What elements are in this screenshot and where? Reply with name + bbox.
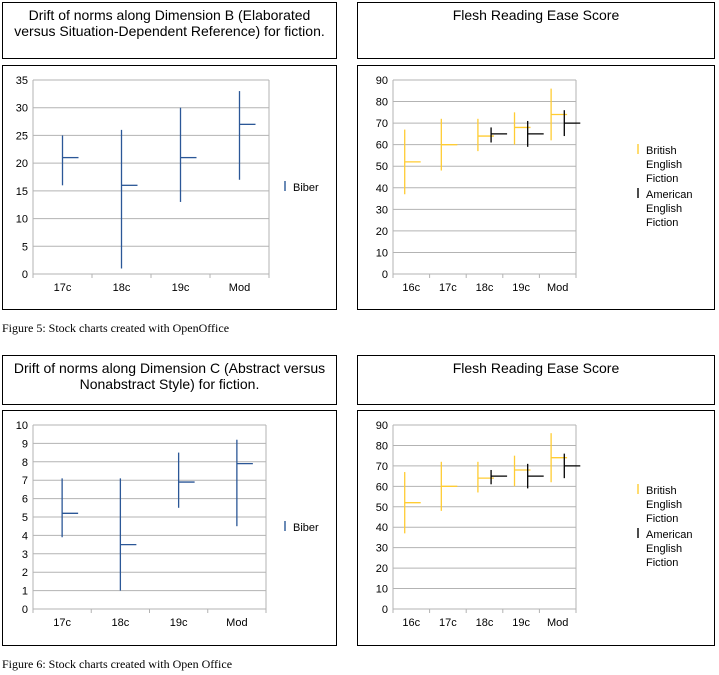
y-tick-label: 35 <box>16 75 28 87</box>
chart3-title-box: Drift of norms along Dimension C (Abstra… <box>2 355 337 405</box>
chart1-title: Drift of norms along Dimension B (Elabor… <box>14 7 325 39</box>
x-tick-label: 16c <box>402 282 420 294</box>
y-tick-label: 10 <box>376 247 388 259</box>
legend-label: American <box>646 529 692 541</box>
y-tick-label: 1 <box>22 586 28 598</box>
y-tick-label: 0 <box>22 269 28 281</box>
y-tick-label: 30 <box>16 103 28 115</box>
chart1-title-box: Drift of norms along Dimension B (Elabor… <box>2 2 337 59</box>
y-tick-label: 0 <box>382 269 388 281</box>
x-tick-label: 18c <box>476 617 494 629</box>
figure5-caption: Figure 5: Stock charts created with Open… <box>2 321 230 335</box>
y-tick-label: 50 <box>376 502 388 514</box>
chart2-svg: 0 10 20 30 40 50 60 70 80 90 16c 17c 18c 19c Mod Britis… <box>376 75 693 294</box>
y-tick-label: 30 <box>376 543 388 555</box>
x-tick-label: 17c <box>54 282 72 294</box>
chart1-svg: 0 5 10 15 20 25 30 35 17c 18c 19c Mod Biber <box>16 75 319 294</box>
y-tick-label: 30 <box>376 204 388 216</box>
x-tick-label: 18c <box>112 617 130 629</box>
x-tick-label: 18c <box>113 282 131 294</box>
chart1-plot-box: 0 5 10 15 20 25 30 35 17c 18c 19c Mod Biber <box>2 65 337 310</box>
y-tick-label: 40 <box>376 522 388 534</box>
y-tick-label: 70 <box>376 118 388 130</box>
y-tick-label: 5 <box>22 512 28 524</box>
y-tick-label: 70 <box>376 461 388 473</box>
legend-label: British <box>646 145 677 157</box>
x-tick-label: 19c <box>512 282 530 294</box>
y-tick-label: 20 <box>16 158 28 170</box>
y-tick-label: 40 <box>376 183 388 195</box>
y-tick-label: 90 <box>376 75 388 87</box>
y-tick-label: 90 <box>376 420 388 432</box>
legend-label: Fiction <box>646 173 678 185</box>
chart2-title: Flesh Reading Ease Score <box>452 7 620 23</box>
y-tick-label: 0 <box>382 604 388 616</box>
y-tick-label: 80 <box>376 97 388 109</box>
chart3-svg: 0 1 2 3 4 5 6 7 8 9 10 17c 18c 19c Mod Biber <box>16 420 319 629</box>
y-tick-label: 10 <box>16 420 28 432</box>
x-tick-label: Mod <box>226 617 247 629</box>
legend-label: English <box>646 543 682 555</box>
y-tick-label: 10 <box>16 214 28 226</box>
legend-label: English <box>646 499 682 511</box>
y-tick-label: 60 <box>376 481 388 493</box>
legend-label: British <box>646 485 677 497</box>
chart4-title: Flesh Reading Ease Score <box>452 360 620 376</box>
x-tick-label: 18c <box>476 282 494 294</box>
y-tick-label: 20 <box>376 563 388 575</box>
legend-label: Fiction <box>646 513 678 525</box>
chart4-svg: 0 10 20 30 40 50 60 70 80 90 16c 17c 18c 19c Mod Britis… <box>376 420 693 629</box>
x-tick-label: Mod <box>229 282 250 294</box>
x-tick-label: 19c <box>170 617 188 629</box>
legend-label: American <box>646 189 692 201</box>
chart2-plot-box: 0 10 20 30 40 50 60 70 80 90 16c 17c 18c 19c Mod Britis… <box>357 65 715 310</box>
x-tick-label: Mod <box>547 282 568 294</box>
legend-label: Biber <box>293 522 319 534</box>
legend-label: English <box>646 203 682 215</box>
x-tick-label: 17c <box>439 617 457 629</box>
chart2-title-box: Flesh Reading Ease Score <box>357 2 715 59</box>
y-tick-label: 2 <box>22 567 28 579</box>
chart3-plot-box: 0 1 2 3 4 5 6 7 8 9 10 17c 18c 19c Mod Biber <box>2 410 337 646</box>
y-tick-label: 60 <box>376 140 388 152</box>
legend-label: Fiction <box>646 217 678 229</box>
y-tick-label: 7 <box>22 475 28 487</box>
legend-label: Fiction <box>646 557 678 569</box>
chart4-title-box: Flesh Reading Ease Score <box>357 355 715 405</box>
y-tick-label: 6 <box>22 494 28 506</box>
y-tick-label: 8 <box>22 457 28 469</box>
x-tick-label: 19c <box>512 617 530 629</box>
y-tick-label: 3 <box>22 549 28 561</box>
y-tick-label: 25 <box>16 130 28 142</box>
y-tick-label: 4 <box>22 530 28 542</box>
y-tick-label: 15 <box>16 186 28 198</box>
y-tick-label: 50 <box>376 161 388 173</box>
y-tick-label: 5 <box>22 241 28 253</box>
x-tick-label: 16c <box>402 617 420 629</box>
x-tick-label: Mod <box>547 617 568 629</box>
y-tick-label: 80 <box>376 440 388 452</box>
y-tick-label: 0 <box>22 604 28 616</box>
chart4-plot-box: 0 10 20 30 40 50 60 70 80 90 16c 17c 18c 19c Mod Britis… <box>357 410 715 646</box>
y-tick-label: 9 <box>22 438 28 450</box>
legend-label: English <box>646 159 682 171</box>
x-tick-label: 17c <box>439 282 457 294</box>
y-tick-label: 20 <box>376 226 388 238</box>
x-tick-label: 19c <box>172 282 190 294</box>
x-tick-label: 17c <box>53 617 71 629</box>
figure6-caption: Figure 6: Stock charts created with Open… <box>2 657 233 671</box>
y-tick-label: 10 <box>376 584 388 596</box>
chart3-title: Drift of norms along Dimension C (Abstra… <box>13 360 326 392</box>
legend-label: Biber <box>293 182 319 194</box>
